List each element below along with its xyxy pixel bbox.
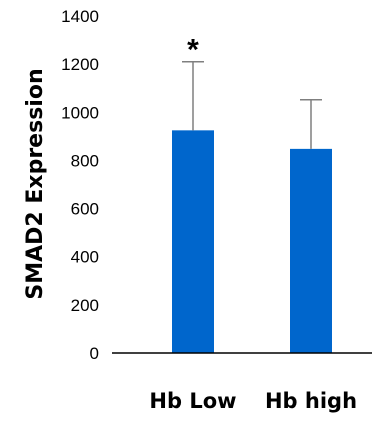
significance-asterisk: * xyxy=(187,34,199,67)
y-axis-label: SMAD2 Expression xyxy=(23,68,48,299)
plot-area: 0 200 400 600 800 1000 1200 1400 * Hb Low Hb high xyxy=(61,7,372,413)
y-tick-label: 0 xyxy=(90,344,99,363)
x-category-label: Hb Low xyxy=(149,389,236,413)
bar-2 xyxy=(290,148,332,353)
y-tick-label: 1000 xyxy=(61,103,99,122)
y-tick-label: 1400 xyxy=(61,7,99,26)
bar-1 xyxy=(172,130,214,353)
y-tick-label: 400 xyxy=(71,248,99,267)
x-category-label: Hb high xyxy=(265,389,357,413)
y-tick-label: 800 xyxy=(71,151,99,170)
y-tick-label: 200 xyxy=(71,296,99,315)
y-tick-label: 600 xyxy=(71,200,99,219)
y-tick-label: 1200 xyxy=(61,55,99,74)
